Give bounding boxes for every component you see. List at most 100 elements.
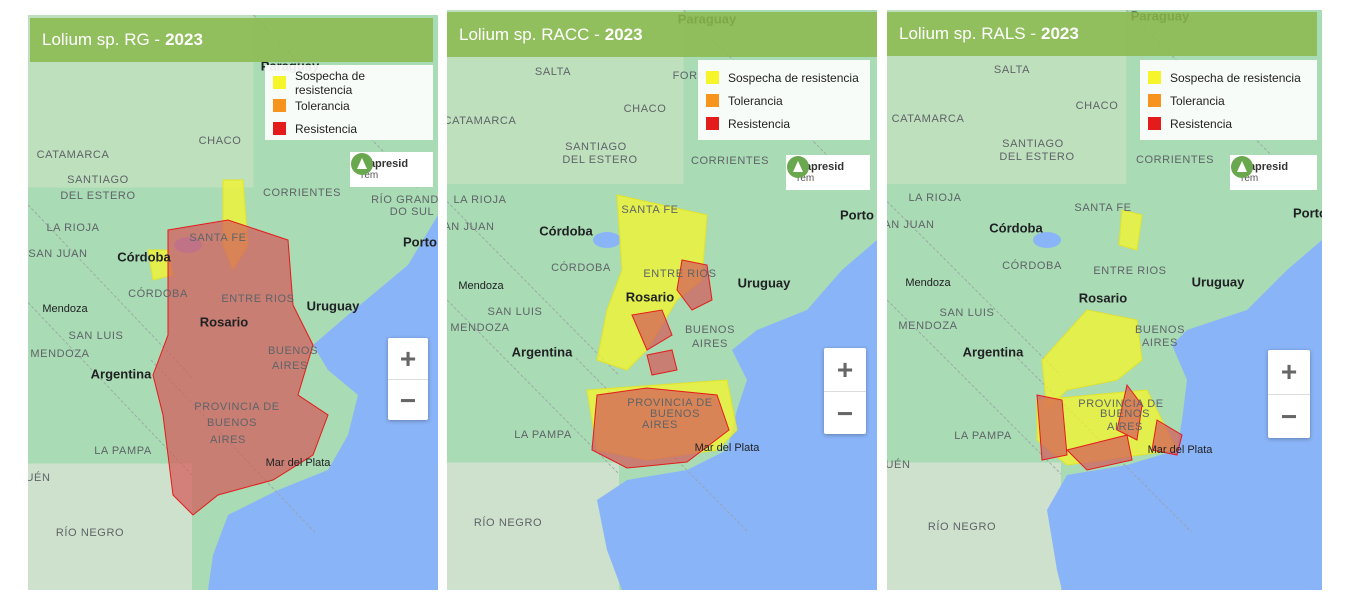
logo-icon — [787, 156, 809, 178]
place-label: Córdoba — [989, 220, 1043, 235]
legend-label: Sospecha de resistencia — [728, 70, 859, 85]
place-label: AIRES — [692, 338, 728, 350]
place-label: RÍO NEGRO — [928, 520, 996, 533]
place-label: RÍO GRAND — [371, 193, 438, 206]
zoom-in[interactable]: + — [1268, 350, 1310, 395]
lake — [593, 232, 621, 248]
place-label: Mendoza — [458, 280, 504, 292]
zoom-out[interactable]: − — [399, 384, 417, 416]
legend: Sospecha de resistencia Tolerancia Resiste… — [265, 65, 433, 140]
place-label: CÓRDOBA — [128, 287, 188, 300]
year: 2023 — [1041, 24, 1079, 43]
place-label: SANTA FE — [1074, 202, 1131, 214]
place-label: BUENOS — [207, 417, 257, 429]
resistance-area — [1036, 394, 1068, 461]
suspicion-area — [1118, 209, 1143, 251]
resistance-area — [676, 259, 713, 311]
place-label: PROVINCIA DE — [627, 397, 712, 409]
place-label: SAN LUIS — [69, 330, 124, 342]
place-label: Mar del Plata — [1148, 444, 1214, 456]
title: Lolium sp. RG - — [42, 30, 161, 49]
place-label: CHACO — [1076, 100, 1119, 112]
zoom-control: + − — [1268, 350, 1310, 438]
logo-name: Aapresid — [797, 160, 845, 173]
ocean — [208, 215, 438, 590]
place-label: Uruguay — [1192, 274, 1246, 289]
resistance-area — [631, 309, 673, 351]
resistance-area — [1116, 383, 1143, 441]
place-label: LA RIOJA — [46, 222, 99, 234]
legend-item: Sospecha de resistencia — [1148, 66, 1309, 89]
place-label: LA PAMPA — [514, 429, 572, 441]
resistance-area — [152, 219, 329, 516]
place-label: LA RIOJA — [908, 192, 961, 204]
logo-sub: rem — [1241, 172, 1259, 184]
province-border — [887, 201, 1062, 376]
zoom-in[interactable]: + — [824, 348, 866, 392]
place-label: SALTA — [994, 64, 1030, 76]
place-label: ENTRE RIOS — [1093, 265, 1166, 277]
place-label: PROVINCIA DE — [1078, 398, 1163, 410]
logo-icon — [1231, 156, 1253, 178]
place-label: BUENOS — [268, 345, 318, 357]
map-panel: ParaguayCHACOCATAMARCASANTIAGODEL ESTERO… — [28, 15, 438, 590]
legend-item: Sospecha de resistencia — [273, 69, 425, 97]
place-label: MENDOZA — [30, 348, 89, 360]
place-label: SAN JUAN — [28, 248, 87, 260]
map-panel: ParaguaySALTAFORMCHACOCATAMARCASANTIAGOD… — [447, 10, 877, 590]
resistance-area — [591, 387, 730, 469]
place-label: AIRES — [1107, 421, 1143, 433]
place-label: SAN JUAN — [887, 219, 935, 231]
zoom-out[interactable]: − — [1280, 401, 1298, 432]
place-label: Porto — [403, 234, 437, 249]
logo-icon — [351, 153, 373, 175]
zoom-in[interactable]: + — [388, 338, 428, 380]
place-label: LA PAMPA — [954, 430, 1012, 442]
map: ParaguaySALTAFORMCHACOCATAMARCASANTIAGOD… — [447, 10, 877, 590]
place-label: LA PAMPA — [94, 445, 152, 457]
place-label: BUENOS — [685, 324, 735, 336]
legend-label: Resistencia — [1170, 116, 1233, 131]
place-label: SANTIAGO — [565, 141, 627, 153]
place-label: CÓRDOBA — [551, 261, 611, 274]
province-border — [447, 299, 620, 475]
logo-leaf — [1237, 161, 1247, 172]
place-label: BUENOS — [1100, 408, 1150, 420]
place-label: Mendoza — [905, 277, 951, 289]
place-label: SANTA FE — [189, 232, 246, 244]
logo: Aapresid rem — [1230, 155, 1317, 190]
legend-label: Resistencia — [728, 116, 791, 131]
title-bar: Lolium sp. RALS - 2023 — [887, 12, 1317, 56]
place-label: Mendoza — [42, 303, 88, 315]
logo-name: Aapresid — [361, 157, 409, 170]
place-label: ENTRE RIOS — [643, 268, 716, 280]
suspicion-area — [1041, 309, 1143, 412]
logo-text: Aapresid rem — [1241, 161, 1288, 185]
legend-item: Tolerancia — [273, 94, 425, 117]
place-label: AIRES — [1142, 337, 1178, 349]
logo-text: Aapresid rem — [797, 161, 844, 185]
place-label: SAN LUIS — [488, 306, 543, 318]
map-panel: ParaguaySALTACHACOCATAMARCASANTIAGODEL E… — [887, 10, 1322, 590]
legend-swatch — [273, 99, 286, 112]
year: 2023 — [604, 24, 643, 44]
logo: Aapresid rem — [350, 152, 433, 187]
legend-swatch — [1148, 94, 1161, 107]
place-label: CHACO — [624, 103, 667, 115]
legend-swatch — [706, 117, 719, 130]
ocean — [597, 240, 877, 590]
place-label: ENTRE RIOS — [221, 293, 294, 305]
place-label: SALTA — [535, 66, 571, 78]
place-label: CORRIENTES — [691, 155, 769, 167]
place-label: AIRES — [210, 434, 246, 446]
logo-name: Aapresid — [1241, 160, 1289, 173]
place-label: CATAMARCA — [447, 115, 516, 127]
logo-leaf — [357, 158, 367, 169]
legend-item: Sospecha de resistencia — [706, 66, 862, 89]
place-label: Porto — [840, 207, 874, 222]
legend-swatch — [273, 122, 286, 135]
zoom-out[interactable]: − — [836, 397, 854, 429]
title: Lolium sp. RALS - — [899, 24, 1036, 43]
place-label: Mar del Plata — [266, 457, 332, 469]
